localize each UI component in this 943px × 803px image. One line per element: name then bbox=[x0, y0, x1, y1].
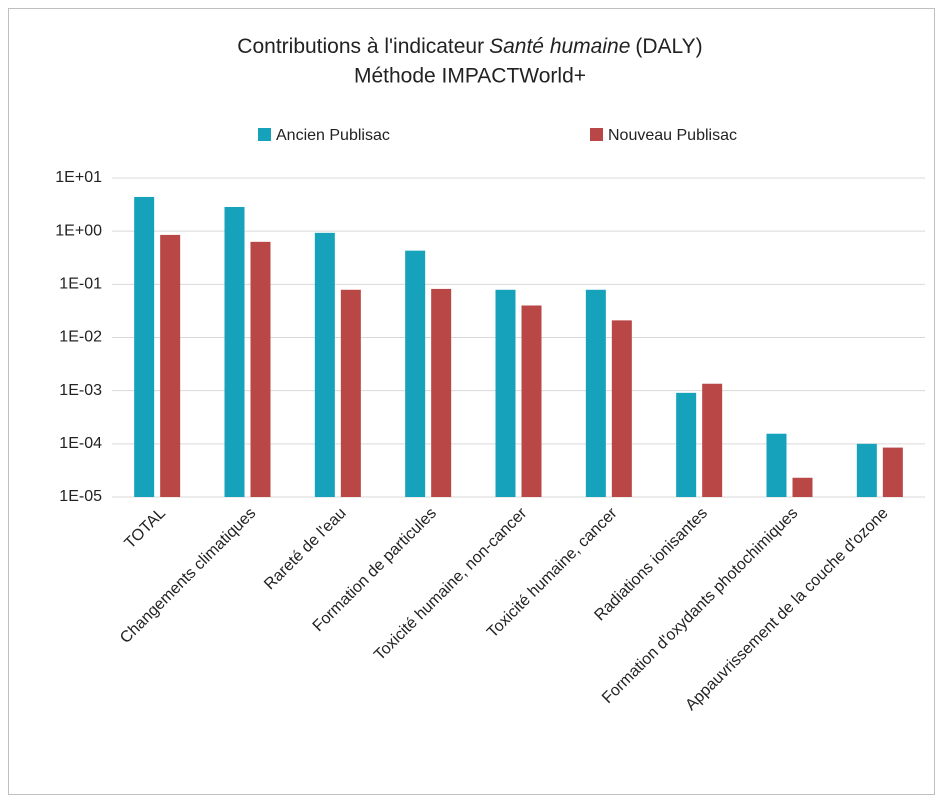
title-part: (DALY) bbox=[635, 35, 702, 58]
bar bbox=[856, 443, 877, 497]
y-tick-label: 1E-04 bbox=[59, 435, 102, 452]
y-tick-label: 1E+01 bbox=[55, 169, 102, 186]
legend-label: Nouveau Publisac bbox=[608, 127, 737, 144]
bar bbox=[250, 241, 271, 497]
bar bbox=[160, 234, 181, 497]
title-part: Contributions à l'indicateur bbox=[237, 35, 484, 58]
bar bbox=[676, 392, 697, 497]
bar bbox=[224, 206, 245, 498]
y-tick-label: 1E-01 bbox=[59, 276, 102, 293]
y-tick-label: 1E-02 bbox=[59, 329, 102, 346]
bar bbox=[585, 289, 606, 497]
bar bbox=[521, 305, 542, 497]
legend-swatch bbox=[590, 128, 603, 141]
legend-swatch bbox=[258, 128, 271, 141]
y-tick-label: 1E-03 bbox=[59, 382, 102, 399]
bar bbox=[134, 196, 155, 498]
title-part: Santé humaine bbox=[489, 35, 630, 58]
bar bbox=[702, 383, 723, 497]
bar bbox=[882, 447, 903, 497]
bar bbox=[792, 477, 813, 497]
y-tick-label: 1E+00 bbox=[55, 222, 102, 239]
bar bbox=[314, 232, 335, 497]
chart-subtitle: Méthode IMPACTWorld+ bbox=[354, 65, 586, 88]
bar bbox=[611, 320, 632, 497]
bar bbox=[495, 289, 516, 497]
bar bbox=[431, 288, 452, 497]
bar bbox=[766, 433, 787, 497]
y-tick-label: 1E-05 bbox=[59, 488, 102, 505]
bar bbox=[340, 289, 361, 497]
chart-title: Contributions à l'indicateur Santé humain… bbox=[237, 35, 702, 58]
legend-label: Ancien Publisac bbox=[276, 127, 390, 144]
bar bbox=[405, 250, 426, 497]
